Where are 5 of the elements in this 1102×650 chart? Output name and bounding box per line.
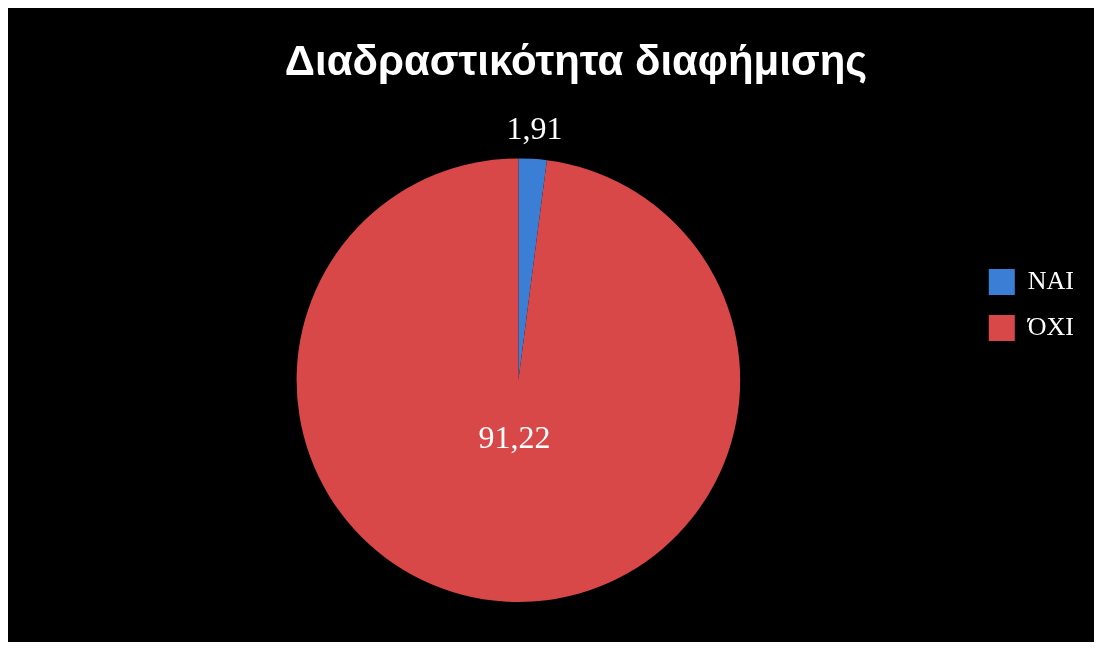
data-label: 91,22 <box>478 419 551 456</box>
legend-label: ΝΑΙ <box>1027 265 1075 295</box>
legend-label: ΌΧΙ <box>1026 311 1075 341</box>
chart-title: Διαδραστικότητα διαφήμισης <box>284 36 868 84</box>
data-label: 1,91 <box>506 110 563 147</box>
